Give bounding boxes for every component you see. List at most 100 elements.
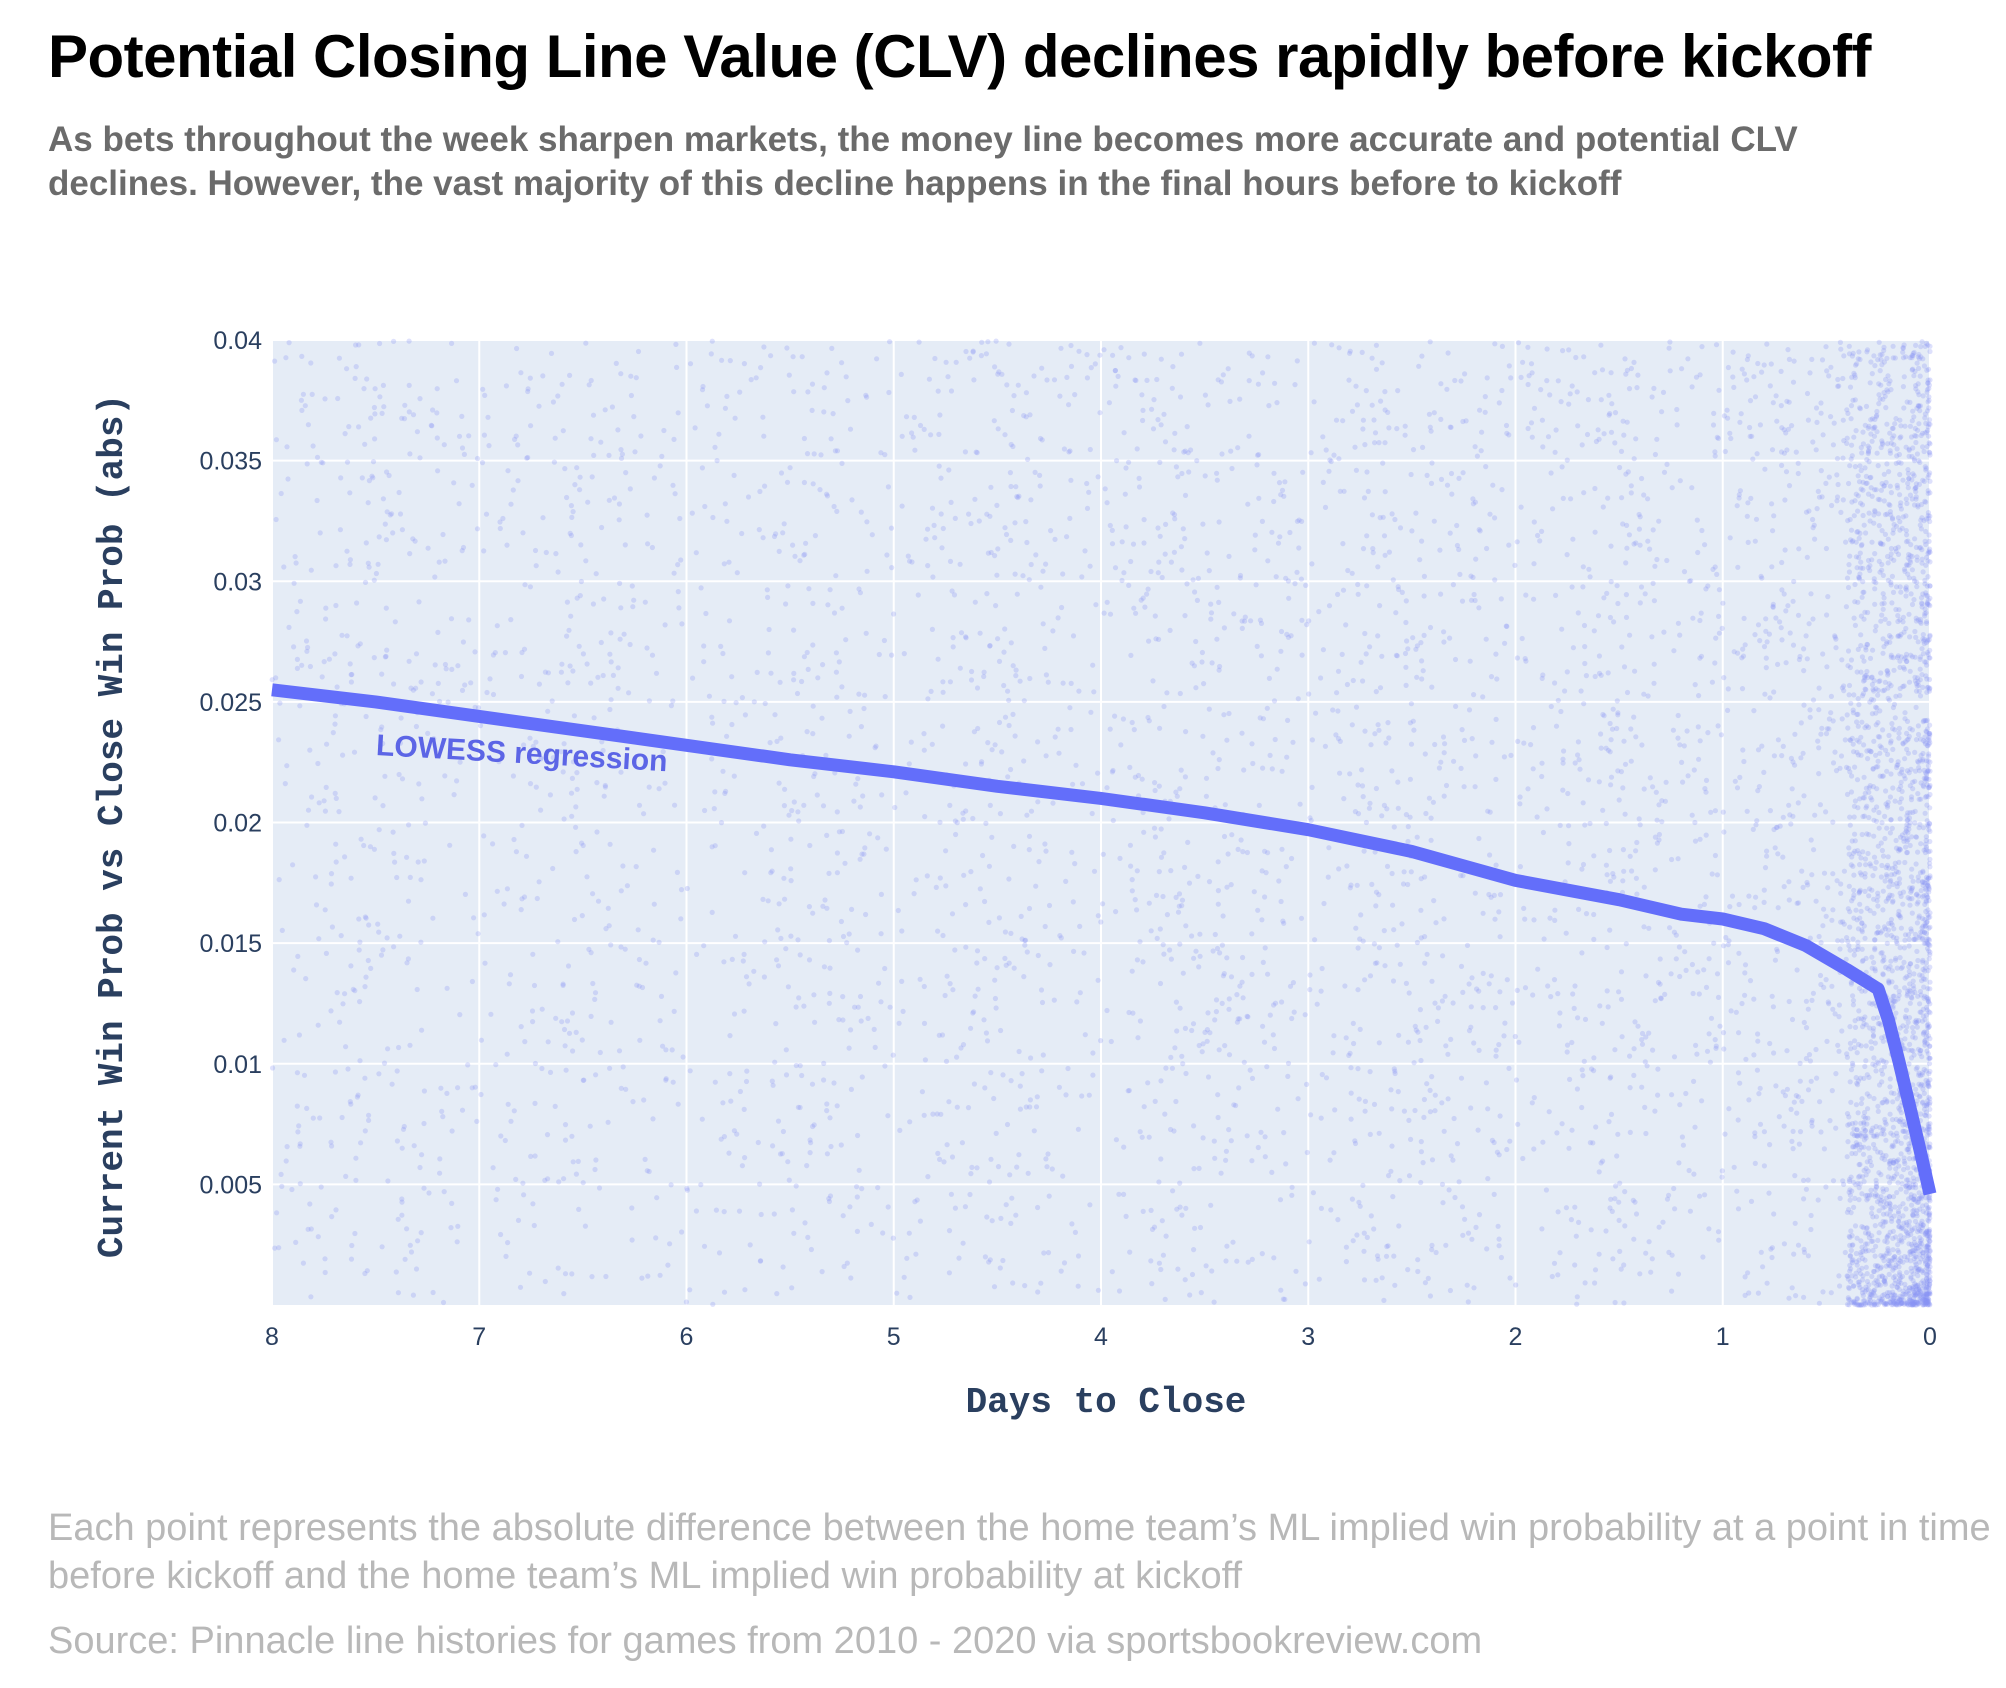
scatter-point xyxy=(1271,498,1277,505)
scatter-point xyxy=(1642,1104,1648,1110)
scatter-point xyxy=(960,810,966,816)
scatter-point xyxy=(841,1263,847,1270)
scatter-point xyxy=(1686,1167,1692,1174)
scatter-point xyxy=(1476,1212,1483,1218)
scatter-point xyxy=(938,511,944,517)
scatter-point xyxy=(319,674,325,680)
scatter-point xyxy=(1017,1106,1024,1112)
scatter-point xyxy=(1658,995,1664,1001)
scatter-point xyxy=(1002,929,1009,935)
scatter-point xyxy=(1047,962,1053,968)
scatter-point xyxy=(1913,481,1919,487)
scatter-point xyxy=(1876,401,1882,407)
scatter-point xyxy=(1182,774,1188,780)
scatter-point xyxy=(1779,425,1785,431)
scatter-point xyxy=(801,654,808,660)
scatter-point xyxy=(921,1020,928,1026)
scatter-point xyxy=(334,990,340,996)
scatter-point xyxy=(821,409,827,415)
scatter-point xyxy=(1616,1199,1622,1205)
scatter-point xyxy=(1158,1156,1164,1162)
scatter-point xyxy=(1906,562,1912,568)
scatter-point xyxy=(508,501,514,507)
scatter-point xyxy=(896,1020,902,1026)
scatter-point xyxy=(805,666,811,673)
scatter-point xyxy=(678,916,684,922)
scatter-point xyxy=(1893,1159,1899,1165)
scatter-point xyxy=(1927,1248,1933,1254)
scatter-point xyxy=(834,870,841,876)
scatter-point xyxy=(1148,568,1154,575)
scatter-point xyxy=(1228,974,1235,980)
scatter-point xyxy=(383,605,389,611)
scatter-point xyxy=(1842,1249,1848,1256)
scatter-point xyxy=(521,1192,527,1198)
scatter-point xyxy=(1918,616,1924,623)
scatter-point xyxy=(1756,784,1762,790)
scatter-point xyxy=(1666,345,1672,351)
scatter-point xyxy=(284,1144,290,1150)
scatter-point xyxy=(761,974,768,980)
scatter-point xyxy=(1915,874,1921,880)
scatter-point xyxy=(607,651,613,657)
scatter-point xyxy=(362,1075,368,1081)
scatter-point xyxy=(333,602,339,609)
scatter-point xyxy=(1394,653,1400,659)
scatter-point xyxy=(1476,527,1482,533)
scatter-point xyxy=(1008,640,1014,646)
scatter-point xyxy=(578,542,584,548)
scatter-point xyxy=(1926,472,1932,478)
scatter-point xyxy=(321,798,327,804)
scatter-point xyxy=(1713,1045,1719,1051)
scatter-point xyxy=(1884,825,1890,831)
scatter-point xyxy=(943,848,949,854)
scatter-point xyxy=(1662,798,1668,804)
scatter-point xyxy=(995,546,1001,552)
scatter-point xyxy=(1877,750,1883,756)
scatter-point xyxy=(1402,423,1408,429)
scatter-point xyxy=(375,921,381,927)
scatter-point xyxy=(474,455,481,462)
scatter-point xyxy=(1380,514,1386,520)
scatter-point xyxy=(1810,439,1816,445)
scatter-point xyxy=(547,1069,554,1075)
scatter-point xyxy=(1347,350,1353,356)
scatter-point xyxy=(1745,539,1751,546)
scatter-point xyxy=(1471,591,1477,598)
scatter-point xyxy=(1887,1299,1893,1305)
scatter-point xyxy=(1375,722,1381,728)
scatter-point xyxy=(1285,1060,1292,1066)
scatter-point xyxy=(748,377,754,383)
scatter-point xyxy=(1890,934,1897,941)
scatter-point xyxy=(1215,1092,1221,1098)
scatter-point xyxy=(1515,1121,1521,1127)
scatter-point xyxy=(1376,945,1382,951)
scatter-point xyxy=(1412,1107,1418,1114)
scatter-point xyxy=(1916,796,1922,802)
scatter-point xyxy=(1887,639,1893,645)
scatter-point xyxy=(646,784,652,790)
scatter-point xyxy=(1657,981,1663,987)
scatter-point xyxy=(642,1156,648,1162)
scatter-point xyxy=(1521,905,1527,912)
scatter-point xyxy=(478,1037,484,1043)
scatter-point xyxy=(529,1008,536,1014)
scatter-point xyxy=(709,909,715,916)
scatter-point xyxy=(1920,1253,1926,1259)
scatter-point xyxy=(1904,1024,1910,1030)
scatter-point xyxy=(1203,793,1209,799)
scatter-point xyxy=(1925,684,1931,690)
scatter-point xyxy=(1484,375,1490,381)
scatter-point xyxy=(1419,676,1425,682)
scatter-point xyxy=(1791,578,1797,585)
scatter-point xyxy=(1911,456,1917,462)
scatter-point xyxy=(712,843,718,849)
scatter-point xyxy=(1868,1192,1875,1198)
scatter-point xyxy=(1385,409,1391,415)
scatter-point xyxy=(1608,1196,1614,1202)
scatter-point xyxy=(1043,561,1049,567)
scatter-point xyxy=(1569,383,1575,389)
scatter-point xyxy=(1849,735,1855,742)
scatter-point xyxy=(559,661,565,667)
scatter-point xyxy=(1856,1016,1862,1022)
